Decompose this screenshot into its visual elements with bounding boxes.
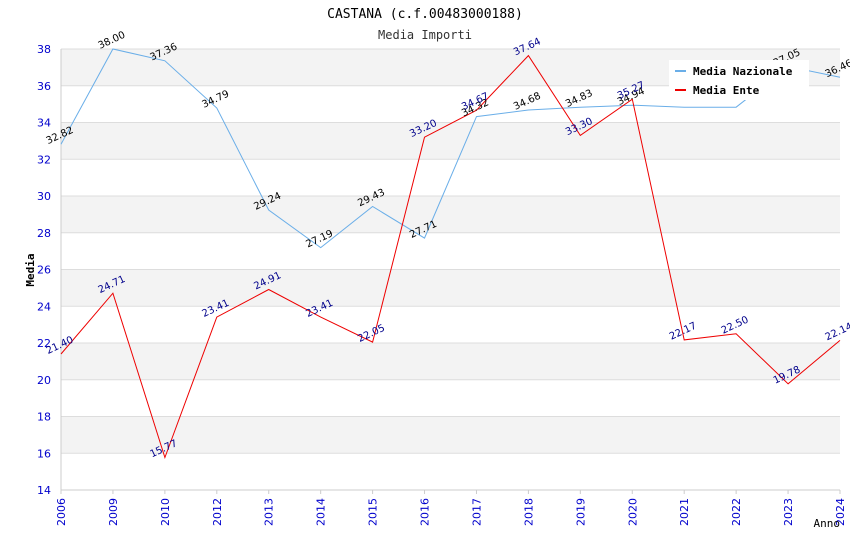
y-tick-label: 38	[37, 43, 51, 56]
plot-band	[61, 453, 840, 490]
y-tick-label: 22	[37, 337, 51, 350]
x-tick-label: 2019	[574, 498, 587, 526]
plot-band	[61, 122, 840, 160]
legend: Media Nazionale Media Ente	[669, 60, 809, 100]
data-label: 38.00	[97, 30, 128, 52]
y-tick-label: 32	[37, 153, 51, 166]
y-tick-label: 26	[37, 264, 51, 277]
y-axis-label: Media	[24, 253, 37, 286]
x-tick-labels: 2006 2009 2010 2012 2013 2014 2015 2016 2017 2018…	[55, 498, 847, 526]
y-tick-label: 20	[37, 374, 51, 387]
plot-band	[61, 416, 840, 454]
plot-band	[61, 196, 840, 233]
series-lines	[60, 48, 841, 460]
x-tick-label: 2020	[626, 498, 639, 526]
y-tick-label: 34	[37, 117, 51, 130]
x-tick-label: 2013	[263, 498, 276, 526]
x-tick-label: 2014	[315, 498, 328, 526]
x-tick-label: 2023	[782, 498, 795, 526]
y-tick-label: 30	[37, 190, 51, 203]
y-tick-label: 14	[37, 484, 51, 497]
legend-label: Media Ente	[693, 84, 760, 97]
y-tick-labels: 14 16 18 20 22 24 26 28 30 32 34 36 38	[37, 43, 51, 497]
x-tick-label: 2009	[107, 498, 120, 526]
x-tick-label: 2021	[678, 498, 691, 526]
chart-title: CASTANA (c.f.00483000188)	[327, 7, 523, 22]
y-tick-label: 36	[37, 80, 51, 93]
chart-subtitle: Media Importi	[378, 28, 472, 42]
x-tick-label: 2017	[470, 498, 483, 526]
x-tick-label: 2015	[367, 498, 380, 526]
x-tick-label: 2010	[159, 498, 172, 526]
axes	[60, 49, 841, 494]
y-tick-label: 18	[37, 411, 51, 424]
legend-box	[669, 60, 809, 100]
x-tick-label: 2018	[522, 498, 535, 526]
plot-band	[61, 379, 840, 417]
series-line-media-nazionale	[60, 48, 841, 249]
x-axis-label: Anno	[814, 517, 841, 530]
x-tick-label: 2006	[55, 498, 68, 526]
plot-band	[61, 269, 840, 307]
y-tick-label: 16	[37, 447, 51, 460]
plot-background-bands	[61, 49, 840, 490]
x-tick-label: 2012	[211, 498, 224, 526]
legend-label: Media Nazionale	[693, 65, 793, 78]
plot-band	[61, 232, 840, 270]
x-tick-label: 2016	[419, 498, 432, 526]
y-tick-label: 28	[37, 227, 51, 240]
x-tick-label: 2022	[730, 498, 743, 526]
series-line-media-ente	[60, 54, 841, 460]
y-tick-label: 24	[37, 300, 51, 313]
plot-band	[61, 343, 840, 380]
x-tick-label: 2024	[834, 498, 847, 526]
